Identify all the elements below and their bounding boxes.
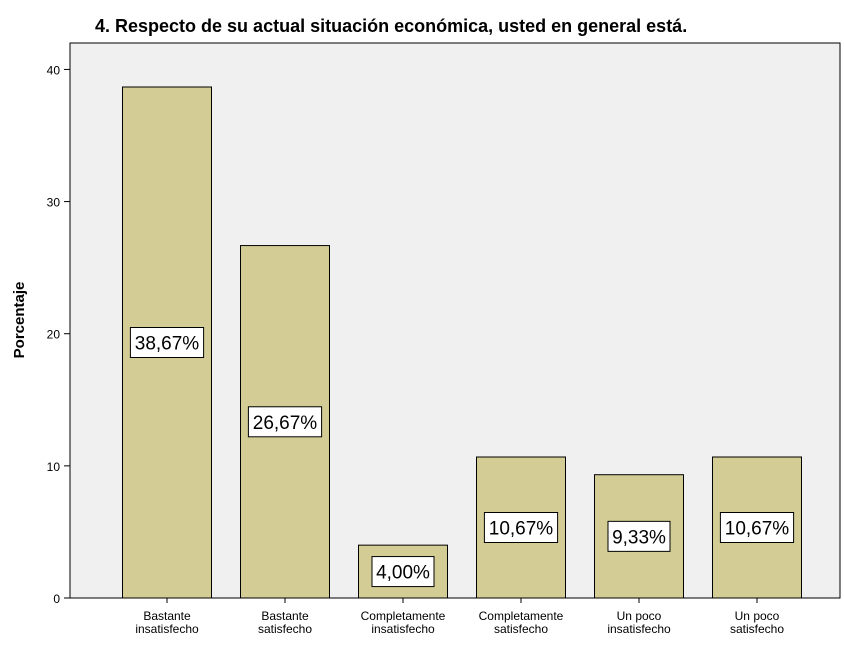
x-tick-label: Un poco [617,609,662,623]
x-axis: BastanteinsatisfechoBastantesatisfechoCo… [135,598,784,636]
data-label-box [607,520,671,552]
x-tick-label: Bastante [143,609,191,623]
data-labels: 38,67% 26,67% 4,00% 10,67% 9,33% 10,67% [129,327,795,588]
y-tick-label: 30 [47,196,61,210]
data-label-box [129,327,205,359]
chart-title: 4. Respecto de su actual situación econó… [95,16,687,36]
y-tick-label: 40 [47,63,61,77]
data-label: 10,67% [725,519,790,540]
data-label: 38,67% [135,334,200,355]
data-label-box [719,512,795,544]
data-label: 4,00% [376,563,430,584]
x-tick-label: Completamente [479,609,564,623]
x-tick-label: Un poco [735,609,780,623]
x-tick-label: Bastante [261,609,309,623]
y-axis: 0 10 20 30 40 [47,63,70,606]
x-tick-label: insatisfecho [135,622,199,636]
x-tick-label: Completamente [361,609,446,623]
data-label: 10,67% [489,519,554,540]
data-label-box [483,512,559,544]
data-label-box [371,556,435,588]
x-tick-label: satisfecho [258,622,312,636]
x-tick-label: insatisfecho [607,622,671,636]
x-tick-label: insatisfecho [371,622,435,636]
data-label-box [247,406,323,438]
x-tick-label: satisfecho [730,622,784,636]
y-tick-label: 10 [47,460,61,474]
data-label: 9,33% [612,527,666,548]
y-axis-label: Porcentaje [11,282,28,359]
y-tick-label: 20 [47,328,61,342]
data-label: 26,67% [253,413,318,434]
y-tick-label: 0 [53,592,60,606]
x-tick-label: satisfecho [494,622,548,636]
